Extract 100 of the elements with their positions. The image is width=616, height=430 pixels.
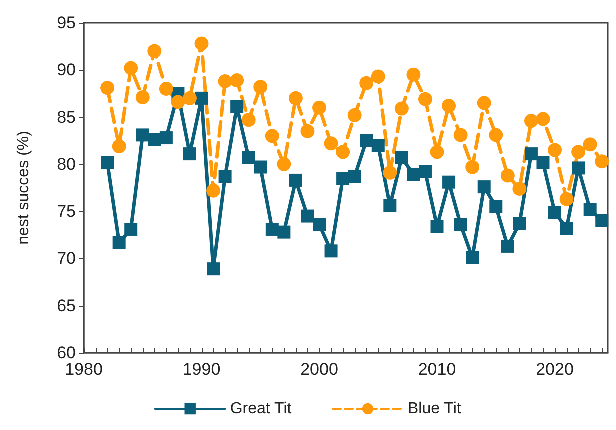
point bbox=[466, 251, 480, 264]
point bbox=[418, 165, 432, 178]
point bbox=[230, 74, 244, 88]
y-tick-label: 70 bbox=[57, 249, 76, 268]
point bbox=[442, 176, 456, 189]
point bbox=[218, 170, 232, 184]
point bbox=[500, 168, 515, 183]
point bbox=[490, 200, 503, 214]
point bbox=[442, 98, 456, 113]
y-tick-label: 75 bbox=[57, 202, 76, 222]
point bbox=[560, 222, 574, 236]
point bbox=[512, 182, 527, 196]
legend-label: Great Tit bbox=[230, 400, 292, 418]
point bbox=[524, 114, 538, 128]
point bbox=[312, 100, 327, 115]
point bbox=[536, 112, 550, 126]
point bbox=[100, 81, 115, 96]
point bbox=[278, 226, 291, 239]
point bbox=[148, 133, 162, 146]
point bbox=[548, 206, 562, 220]
point bbox=[360, 134, 374, 148]
point bbox=[207, 262, 220, 276]
x-tick-label: 2010 bbox=[418, 360, 456, 379]
point bbox=[171, 95, 186, 110]
point bbox=[194, 36, 209, 51]
point bbox=[324, 136, 338, 151]
point bbox=[136, 90, 150, 104]
point bbox=[407, 168, 420, 182]
point bbox=[336, 145, 350, 160]
point bbox=[418, 92, 432, 106]
point bbox=[183, 148, 196, 161]
point bbox=[513, 217, 526, 230]
point bbox=[254, 160, 268, 174]
point bbox=[360, 76, 374, 90]
point bbox=[288, 91, 303, 106]
point bbox=[124, 222, 138, 236]
point bbox=[584, 203, 597, 216]
point bbox=[430, 145, 444, 160]
point bbox=[254, 80, 268, 94]
point bbox=[596, 214, 609, 228]
point bbox=[383, 166, 398, 180]
point bbox=[572, 162, 586, 175]
point bbox=[206, 184, 221, 198]
x-tick-label: 1980 bbox=[65, 360, 103, 379]
point bbox=[148, 44, 162, 58]
point bbox=[242, 113, 256, 128]
point bbox=[489, 128, 504, 142]
point bbox=[394, 102, 409, 116]
point bbox=[430, 220, 444, 234]
point bbox=[548, 143, 562, 158]
point bbox=[371, 70, 386, 84]
point bbox=[560, 192, 574, 206]
point bbox=[182, 91, 197, 106]
point bbox=[124, 61, 138, 76]
y-tick-label: 95 bbox=[57, 14, 76, 32]
point bbox=[524, 148, 538, 161]
point bbox=[289, 174, 302, 187]
point bbox=[101, 156, 114, 170]
x-tick-label: 2020 bbox=[536, 360, 574, 379]
point bbox=[395, 151, 408, 164]
point bbox=[372, 139, 385, 152]
point bbox=[384, 199, 397, 212]
y-tick-label: 60 bbox=[57, 344, 76, 362]
point bbox=[301, 210, 314, 223]
point bbox=[454, 218, 468, 232]
point bbox=[230, 100, 244, 114]
point bbox=[324, 244, 338, 258]
point bbox=[572, 145, 586, 160]
point bbox=[336, 172, 350, 186]
point bbox=[536, 156, 550, 170]
point bbox=[501, 240, 514, 253]
y-tick-label: 80 bbox=[57, 154, 76, 174]
point bbox=[160, 132, 173, 145]
point bbox=[195, 92, 208, 105]
point bbox=[595, 154, 610, 169]
point bbox=[478, 180, 491, 194]
point bbox=[406, 68, 421, 82]
point bbox=[218, 74, 232, 88]
point bbox=[348, 170, 362, 184]
legend-label: Blue Tit bbox=[408, 400, 462, 418]
point bbox=[466, 160, 480, 174]
point bbox=[242, 151, 256, 164]
point bbox=[112, 140, 126, 154]
point bbox=[583, 138, 598, 152]
point bbox=[159, 82, 174, 96]
point bbox=[265, 129, 280, 144]
x-tick-label: 1990 bbox=[182, 360, 221, 379]
point bbox=[266, 222, 279, 236]
point bbox=[313, 218, 326, 232]
y-axis-title: nest succes (%) bbox=[16, 131, 32, 245]
point bbox=[112, 236, 126, 250]
point bbox=[454, 128, 468, 142]
x-tick-label: 2000 bbox=[300, 360, 338, 379]
point bbox=[277, 157, 292, 172]
y-tick-label: 65 bbox=[57, 296, 76, 316]
point bbox=[136, 128, 150, 142]
point bbox=[477, 96, 492, 110]
y-tick-label: 85 bbox=[57, 108, 76, 127]
y-tick-label: 90 bbox=[57, 60, 76, 80]
point bbox=[300, 124, 315, 138]
